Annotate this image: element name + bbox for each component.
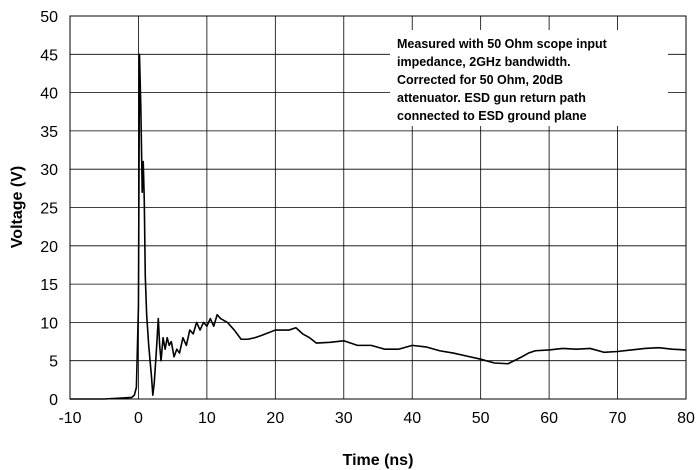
annotation-line-1: impedance, 2GHz bandwidth.	[397, 55, 571, 69]
x-tick-label: 80	[677, 410, 695, 427]
x-tick-label: 0	[134, 410, 143, 427]
x-axis-ticks: -10 0 10 20 30 40 50 60 70 80	[58, 410, 695, 427]
x-axis-title: Time (ns)	[343, 452, 414, 469]
annotation-line-0: Measured with 50 Ohm scope input	[397, 37, 608, 51]
y-tick-label: 45	[40, 47, 58, 64]
y-tick-label: 0	[49, 392, 58, 409]
annotation-line-3: attenuator. ESD gun return path	[397, 91, 586, 105]
y-axis-title: Voltage (V)	[9, 166, 26, 248]
y-tick-label: 35	[40, 124, 58, 141]
y-tick-label: 5	[49, 354, 58, 371]
x-tick-label: 60	[540, 410, 558, 427]
y-tick-label: 40	[40, 86, 58, 103]
annotation-background	[390, 30, 668, 126]
x-tick-label: 20	[266, 410, 284, 427]
y-tick-label: 50	[40, 9, 58, 26]
plot-area-border	[69, 15, 687, 400]
x-tick-label: 10	[198, 410, 216, 427]
annotation-line-4: connected to ESD ground plane	[397, 109, 587, 123]
y-tick-label: 25	[40, 201, 58, 218]
y-tick-label: 30	[40, 162, 58, 179]
annotation-box: Measured with 50 Ohm scope input impedanc…	[397, 37, 608, 123]
x-tick-label: 50	[472, 410, 490, 427]
y-tick-label: 20	[40, 239, 58, 256]
y-tick-label: 15	[40, 277, 58, 294]
x-tick-label: 30	[335, 410, 353, 427]
x-tick-label: 40	[403, 410, 421, 427]
y-tick-label: 10	[40, 315, 58, 332]
x-tick-label: -10	[58, 410, 81, 427]
annotation-line-2: Corrected for 50 Ohm, 20dB	[397, 73, 563, 87]
series-line-0	[70, 53, 687, 400]
y-axis-ticks: 0 5 10 15 20 25 30 35 40 45 50	[40, 9, 58, 409]
series-group	[70, 53, 687, 400]
x-tick-label: 70	[609, 410, 627, 427]
